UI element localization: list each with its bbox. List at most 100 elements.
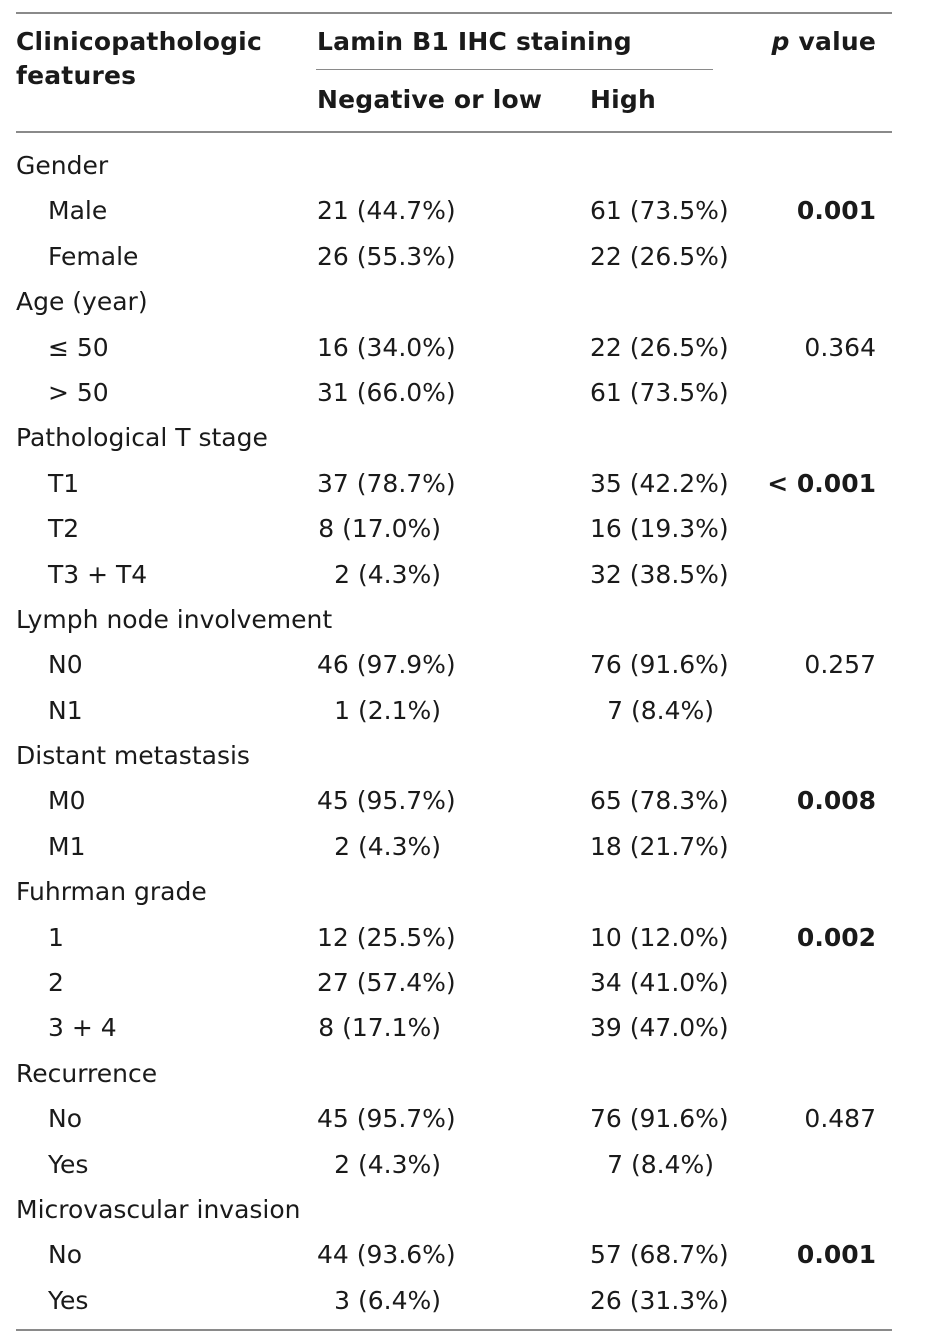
subgroup-label: > 50 — [48, 377, 109, 407]
negative-low-count: 8 (17.0%) — [318, 514, 441, 544]
subgroup-label: T3 + T4 — [48, 559, 148, 589]
table-row: N1 1 (2.1%) 7 (8.4%) — [0, 688, 950, 733]
category-row: Age (year) — [0, 279, 950, 324]
high-count: 76 (91.6%) — [590, 650, 729, 680]
negative-low-count: 2 (4.3%) — [334, 559, 441, 589]
category-row: Microvascular invasion — [0, 1187, 950, 1232]
negative-low-count: 3 (6.4%) — [334, 1285, 441, 1315]
high-count: 7 (8.4%) — [607, 1149, 714, 1179]
header-p-value: p value — [771, 25, 876, 59]
table-row: Yes 2 (4.3%) 7 (8.4%) — [0, 1142, 950, 1187]
subgroup-label: ≤ 50 — [48, 332, 109, 362]
p-value: < 0.001 — [767, 468, 876, 498]
table-row: 1 12 (25.5%) 10 (12.0%) 0.002 — [0, 915, 950, 960]
p-italic: p — [771, 27, 790, 56]
subgroup-label: 3 + 4 — [48, 1013, 117, 1043]
negative-low-count: 46 (97.9%) — [317, 650, 456, 680]
negative-low-count: 45 (95.7%) — [317, 1104, 456, 1134]
high-count: 22 (26.5%) — [590, 241, 729, 271]
header-rule — [16, 131, 892, 133]
high-count: 26 (31.3%) — [590, 1285, 729, 1315]
subgroup-label: Female — [48, 241, 139, 271]
table-row: 3 + 4 8 (17.1%) 39 (47.0%) — [0, 1005, 950, 1050]
header-lamin-group: Lamin B1 IHC staining — [317, 27, 632, 56]
negative-low-count: 27 (57.4%) — [317, 968, 456, 998]
p-value: 0.001 — [796, 196, 876, 226]
category-row: Pathological T stage — [0, 415, 950, 460]
table-row: No 45 (95.7%) 76 (91.6%) 0.487 — [0, 1096, 950, 1141]
subgroup-label: 1 — [48, 922, 64, 952]
table-row: M0 45 (95.7%) 65 (78.3%) 0.008 — [0, 778, 950, 823]
bottom-rule — [16, 1329, 892, 1331]
subgroup-label: 2 — [48, 968, 64, 998]
p-value: 0.487 — [804, 1104, 876, 1134]
negative-low-count: 2 (4.3%) — [334, 831, 441, 861]
negative-low-count: 2 (4.3%) — [334, 1149, 441, 1179]
table-row: > 50 31 (66.0%) 61 (73.5%) — [0, 370, 950, 415]
high-count: 7 (8.4%) — [607, 695, 714, 725]
subgroup-label: M1 — [48, 831, 86, 861]
subgroup-label: T1 — [48, 468, 80, 498]
negative-low-count: 37 (78.7%) — [317, 468, 456, 498]
subgroup-label: N1 — [48, 695, 83, 725]
table-row: T2 8 (17.0%) 16 (19.3%) — [0, 506, 950, 551]
high-count: 16 (19.3%) — [590, 514, 729, 544]
category-row: Recurrence — [0, 1051, 950, 1096]
negative-low-count: 26 (55.3%) — [317, 241, 456, 271]
group-subrule — [316, 69, 713, 70]
negative-low-count: 45 (95.7%) — [317, 786, 456, 816]
high-count: 32 (38.5%) — [590, 559, 729, 589]
high-count: 61 (73.5%) — [590, 377, 729, 407]
table-row: T1 37 (78.7%) 35 (42.2%) < 0.001 — [0, 461, 950, 506]
table-row: ≤ 50 16 (34.0%) 22 (26.5%) 0.364 — [0, 325, 950, 370]
category-label: Microvascular invasion — [16, 1194, 301, 1224]
subgroup-label: M0 — [48, 786, 86, 816]
header-high: High — [590, 85, 656, 114]
table-row: Female 26 (55.3%) 22 (26.5%) — [0, 234, 950, 279]
high-count: 61 (73.5%) — [590, 196, 729, 226]
table-body: Gender Male 21 (44.7%) 61 (73.5%) 0.001 Femal… — [0, 143, 950, 1323]
table-row: 2 27 (57.4%) 34 (41.0%) — [0, 960, 950, 1005]
p-value: 0.002 — [796, 922, 876, 952]
category-label: Pathological T stage — [16, 423, 268, 453]
category-row: Lymph node involvement — [0, 597, 950, 642]
category-row: Distant metastasis — [0, 733, 950, 778]
negative-low-count: 21 (44.7%) — [317, 196, 456, 226]
high-count: 57 (68.7%) — [590, 1240, 729, 1270]
category-label: Age (year) — [16, 287, 148, 317]
negative-low-count: 12 (25.5%) — [317, 922, 456, 952]
header-negative-or-low: Negative or low — [317, 85, 543, 114]
table-row: T3 + T4 2 (4.3%) 32 (38.5%) — [0, 552, 950, 597]
negative-low-count: 16 (34.0%) — [317, 332, 456, 362]
negative-low-count: 8 (17.1%) — [318, 1013, 441, 1043]
category-label: Gender — [16, 151, 109, 180]
category-row: Fuhrman grade — [0, 869, 950, 914]
p-value: 0.364 — [804, 332, 876, 362]
high-count: 34 (41.0%) — [590, 968, 729, 998]
high-count: 18 (21.7%) — [590, 831, 729, 861]
table-row: Yes 3 (6.4%) 26 (31.3%) — [0, 1278, 950, 1323]
high-count: 65 (78.3%) — [590, 786, 729, 816]
category-row: Gender — [0, 143, 950, 188]
negative-low-count: 31 (66.0%) — [317, 377, 456, 407]
table-row: M1 2 (4.3%) 18 (21.7%) — [0, 824, 950, 869]
negative-low-count: 1 (2.1%) — [334, 695, 441, 725]
subgroup-label: Male — [48, 196, 108, 226]
category-label: Distant metastasis — [16, 741, 250, 771]
high-count: 35 (42.2%) — [590, 468, 729, 498]
category-label: Recurrence — [16, 1058, 158, 1088]
top-rule — [16, 12, 892, 14]
table-row: N0 46 (97.9%) 76 (91.6%) 0.257 — [0, 642, 950, 687]
high-count: 10 (12.0%) — [590, 922, 729, 952]
subgroup-label: T2 — [48, 514, 80, 544]
subgroup-label: Yes — [48, 1285, 89, 1315]
table-row: No 44 (93.6%) 57 (68.7%) 0.001 — [0, 1232, 950, 1277]
category-label: Lymph node involvement — [16, 604, 333, 634]
high-count: 76 (91.6%) — [590, 1104, 729, 1134]
high-count: 39 (47.0%) — [590, 1013, 729, 1043]
subgroup-label: N0 — [48, 650, 83, 680]
p-rest: value — [789, 27, 876, 56]
high-count: 22 (26.5%) — [590, 332, 729, 362]
p-value: 0.257 — [804, 650, 876, 680]
p-value: 0.001 — [796, 1240, 876, 1270]
